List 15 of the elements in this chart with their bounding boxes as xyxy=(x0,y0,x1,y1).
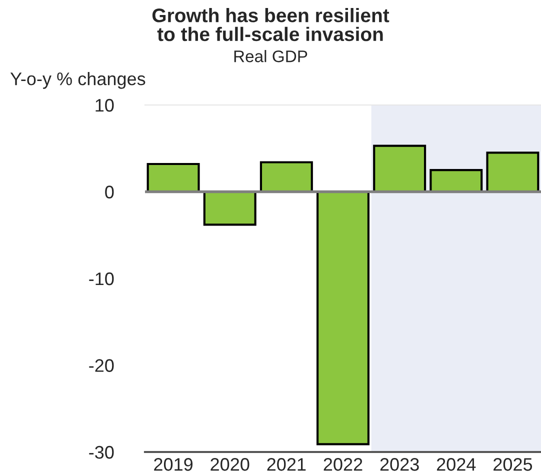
chart-subtitle: Real GDP xyxy=(234,50,308,62)
y-axis-title: Y-o-y % changes xyxy=(10,72,146,89)
x-tick-label: 2019 xyxy=(154,458,193,471)
x-tick-label: 2024 xyxy=(436,458,476,471)
y-tick-label: 10 xyxy=(96,98,114,112)
y-tick-label: -20 xyxy=(89,359,114,372)
y-tick-label: -30 xyxy=(89,446,114,459)
x-tick-label: 2020 xyxy=(210,458,250,471)
y-tick-label: -10 xyxy=(89,272,114,286)
x-tick-label: 2022 xyxy=(324,458,362,471)
x-tick-label: 2021 xyxy=(267,458,306,471)
chart-title: Growth has been resilient to the full-scale invasion xyxy=(152,8,390,42)
x-tick-label: 2025 xyxy=(494,458,532,471)
x-tick-label: 2023 xyxy=(380,458,419,471)
y-tick-label: 0 xyxy=(105,186,114,198)
